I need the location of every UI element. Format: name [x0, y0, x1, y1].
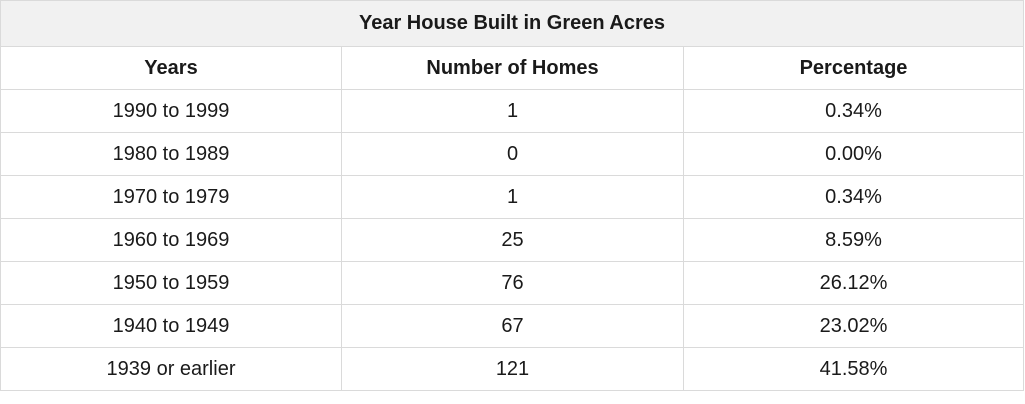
cell-number-of-homes: 121	[341, 347, 684, 391]
column-header-years: Years	[0, 46, 342, 90]
table-row: 1990 to 1999 1 0.34%	[0, 89, 1025, 133]
cell-percentage: 0.00%	[682, 132, 1025, 176]
cell-number-of-homes: 76	[341, 261, 684, 305]
cell-percentage: 41.58%	[682, 347, 1025, 391]
cell-percentage: 23.02%	[682, 304, 1025, 348]
table-row: 1970 to 1979 1 0.34%	[0, 175, 1025, 219]
title-row: Year House Built in Green Acres	[0, 0, 1025, 47]
table-row: 1940 to 1949 67 23.02%	[0, 304, 1025, 348]
cell-years: 1980 to 1989	[0, 132, 342, 176]
table-row: 1960 to 1969 25 8.59%	[0, 218, 1025, 262]
table-row: 1950 to 1959 76 26.12%	[0, 261, 1025, 305]
cell-percentage: 0.34%	[682, 175, 1025, 219]
cell-number-of-homes: 67	[341, 304, 684, 348]
cell-percentage: 0.34%	[682, 89, 1025, 133]
table-row: 1939 or earlier 121 41.58%	[0, 347, 1025, 391]
column-header-number-of-homes: Number of Homes	[341, 46, 684, 90]
cell-years: 1950 to 1959	[0, 261, 342, 305]
cell-years: 1990 to 1999	[0, 89, 342, 133]
cell-number-of-homes: 0	[341, 132, 684, 176]
cell-years: 1960 to 1969	[0, 218, 342, 262]
table-row: 1980 to 1989 0 0.00%	[0, 132, 1025, 176]
cell-years: 1939 or earlier	[0, 347, 342, 391]
cell-number-of-homes: 1	[341, 175, 684, 219]
header-row: Years Number of Homes Percentage	[0, 46, 1025, 90]
column-header-percentage: Percentage	[682, 46, 1025, 90]
cell-percentage: 8.59%	[682, 218, 1025, 262]
cell-number-of-homes: 25	[341, 218, 684, 262]
cell-percentage: 26.12%	[682, 261, 1025, 305]
cell-years: 1940 to 1949	[0, 304, 342, 348]
data-table: Year House Built in Green Acres Years Nu…	[0, 0, 1025, 391]
cell-years: 1970 to 1979	[0, 175, 342, 219]
table-title: Year House Built in Green Acres	[0, 0, 1025, 47]
cell-number-of-homes: 1	[341, 89, 684, 133]
